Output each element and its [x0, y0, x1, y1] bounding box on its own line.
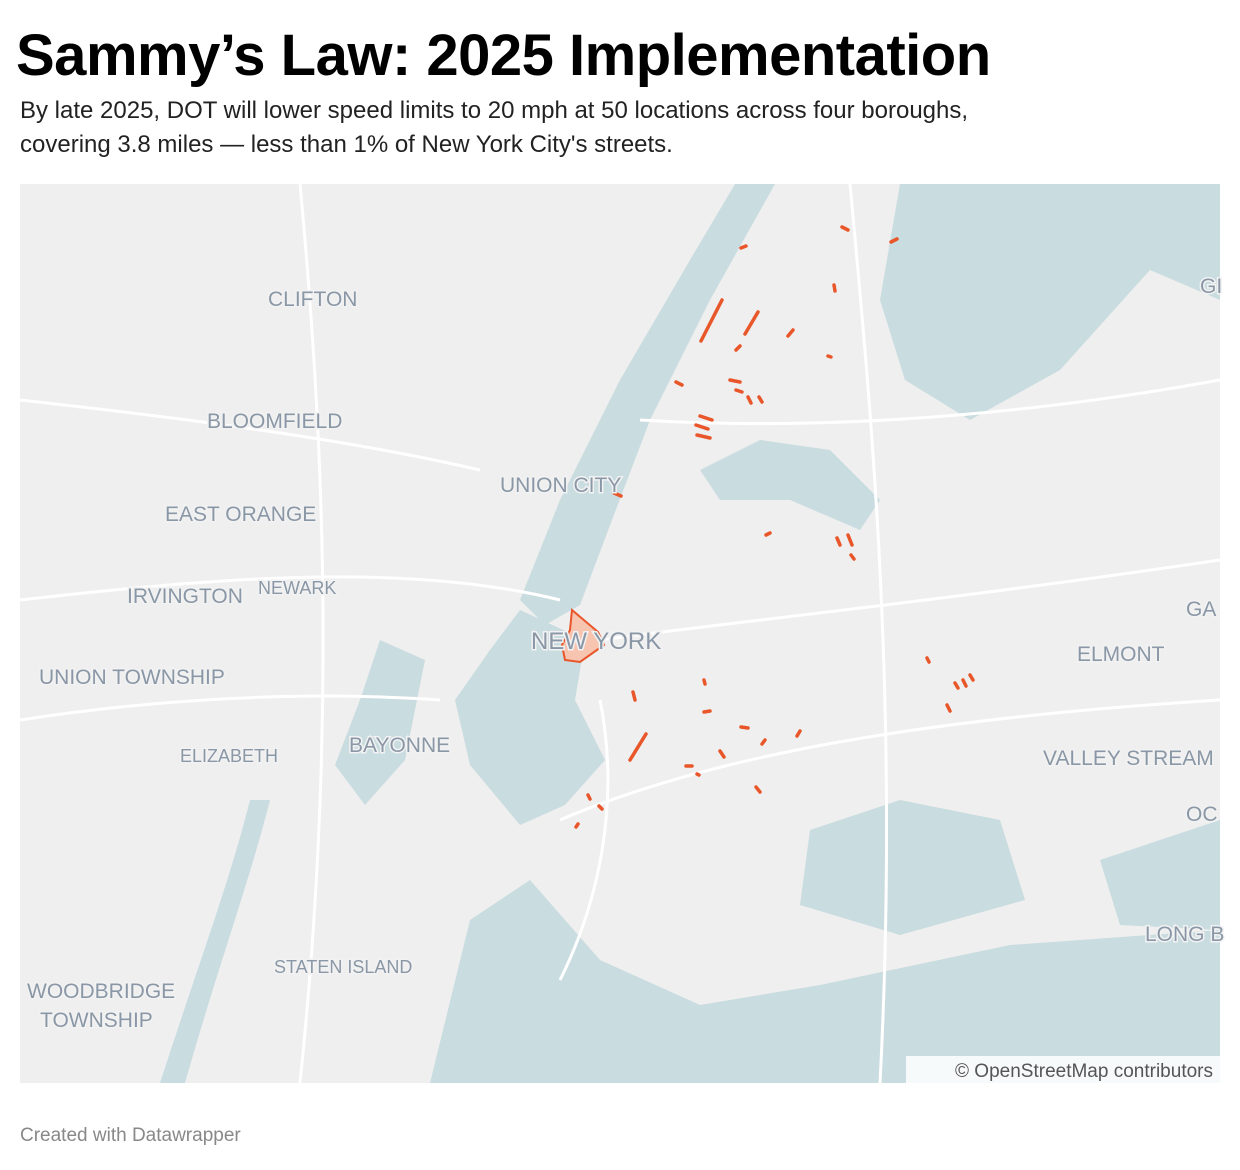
place-label: IRVINGTON — [127, 585, 243, 608]
attribution-bg — [906, 1056, 1220, 1083]
place-label: NEW YORK — [531, 628, 661, 655]
title: Sammy’s Law: 2025 Implementation — [16, 23, 991, 88]
place-label: STATEN ISLAND — [274, 957, 412, 977]
place-label: BLOOMFIELD — [207, 410, 342, 433]
place-label: GA — [1186, 598, 1216, 621]
place-label: VALLEY STREAM — [1043, 747, 1214, 770]
subtitle: By late 2025, DOT will lower speed limit… — [20, 97, 969, 124]
place-label: NEWARK — [258, 578, 336, 598]
place-label: ELIZABETH — [180, 746, 278, 766]
place-label: EAST ORANGE — [165, 503, 316, 526]
place-label: CLIFTON — [268, 288, 357, 311]
place-label: WOODBRIDGE — [27, 980, 175, 1003]
attribution: © OpenStreetMap contributors — [955, 1061, 1213, 1082]
place-label: UNION TOWNSHIP — [39, 666, 225, 689]
speed-limit-segments — [574, 225, 975, 829]
subtitle: covering 3.8 miles — less than 1% of New… — [20, 131, 673, 158]
place-label: TOWNSHIP — [40, 1009, 153, 1032]
highlight-area — [560, 608, 606, 664]
map-base — [20, 184, 1220, 1083]
place-label: OC — [1186, 803, 1218, 826]
place-label: GI — [1200, 275, 1222, 298]
credit: Created with Datawrapper — [20, 1125, 241, 1146]
place-labels: CLIFTON BLOOMFIELD UNION CITY EAST ORANG… — [26, 274, 1226, 1034]
place-label: UNION CITY — [500, 474, 621, 497]
place-label: BAYONNE — [349, 734, 450, 757]
place-label: ELMONT — [1077, 643, 1165, 666]
place-label: LONG B — [1145, 923, 1224, 946]
